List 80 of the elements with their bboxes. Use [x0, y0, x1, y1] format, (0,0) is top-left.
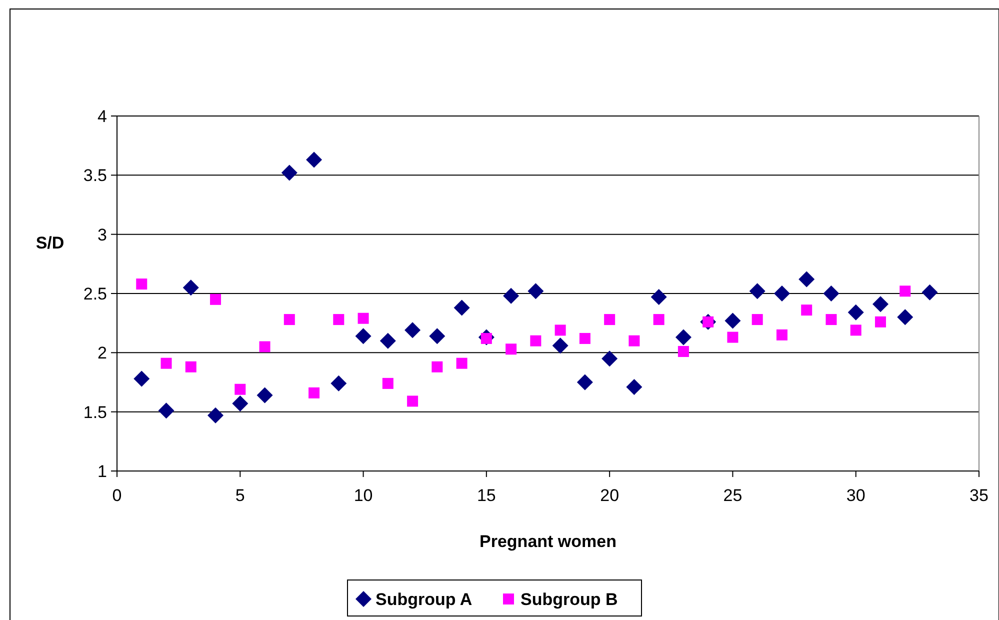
point [650, 289, 667, 306]
point [208, 407, 224, 424]
point [900, 286, 911, 297]
point [653, 314, 664, 326]
point [727, 332, 738, 343]
point [848, 304, 864, 320]
point [136, 278, 148, 290]
point [749, 283, 766, 300]
point [528, 283, 544, 300]
point [774, 286, 790, 302]
point [259, 341, 270, 352]
point [158, 402, 174, 419]
point [256, 387, 273, 404]
point [160, 358, 172, 369]
point [185, 361, 196, 372]
point [308, 387, 320, 398]
point [752, 314, 763, 326]
point [506, 344, 517, 355]
point [530, 335, 542, 346]
y-tick-label: 2.5 [83, 284, 107, 304]
point [626, 378, 642, 395]
point [678, 346, 689, 357]
y-axis-title: S/D [36, 234, 64, 253]
point [628, 335, 640, 346]
point [602, 350, 618, 367]
point [404, 322, 421, 338]
point [232, 396, 248, 412]
point [850, 324, 862, 336]
point [454, 300, 470, 316]
x-tick-label: 5 [235, 486, 245, 505]
point [554, 324, 566, 336]
point [724, 312, 741, 329]
point [604, 314, 616, 326]
point [355, 328, 372, 344]
point [407, 396, 418, 407]
point [182, 280, 199, 296]
legend-label: Subgroup B [520, 590, 618, 609]
point [134, 370, 150, 387]
point [872, 296, 888, 312]
point [429, 328, 446, 344]
point [333, 314, 344, 326]
x-tick-label: 10 [354, 486, 373, 505]
y-tick-label: 1 [98, 462, 107, 481]
point [382, 378, 394, 389]
point [358, 312, 369, 324]
x-tick-label: 15 [476, 486, 496, 505]
point [503, 288, 520, 304]
point [210, 294, 222, 305]
x-tick-label: 35 [970, 486, 988, 505]
point [675, 329, 692, 346]
y-tick-label: 3.5 [83, 166, 107, 186]
point [306, 152, 322, 168]
point [234, 384, 246, 395]
y-tick-label: 1.5 [83, 402, 107, 422]
point [874, 316, 886, 328]
legend-label: Subgroup A [376, 590, 472, 609]
x-tick-label: 25 [723, 486, 742, 505]
point [432, 361, 443, 372]
point [776, 329, 788, 340]
point [922, 284, 938, 300]
y-tick-label: 3 [98, 225, 107, 244]
point [576, 374, 593, 390]
point [826, 314, 837, 326]
point [281, 164, 298, 181]
y-tick-label: 4 [98, 106, 107, 126]
y-tick-label: 2 [98, 344, 107, 363]
point [552, 338, 568, 354]
point [284, 314, 295, 326]
x-tick-label: 0 [112, 486, 122, 505]
point [330, 375, 347, 392]
x-tick-label: 30 [846, 486, 866, 505]
point [798, 271, 815, 288]
point [801, 304, 812, 316]
point [579, 332, 590, 344]
point [456, 358, 468, 369]
point [823, 286, 840, 302]
x-axis-title: Pregnant women [480, 532, 616, 551]
point [897, 309, 914, 326]
x-tick-label: 20 [600, 486, 620, 505]
point [380, 332, 396, 349]
